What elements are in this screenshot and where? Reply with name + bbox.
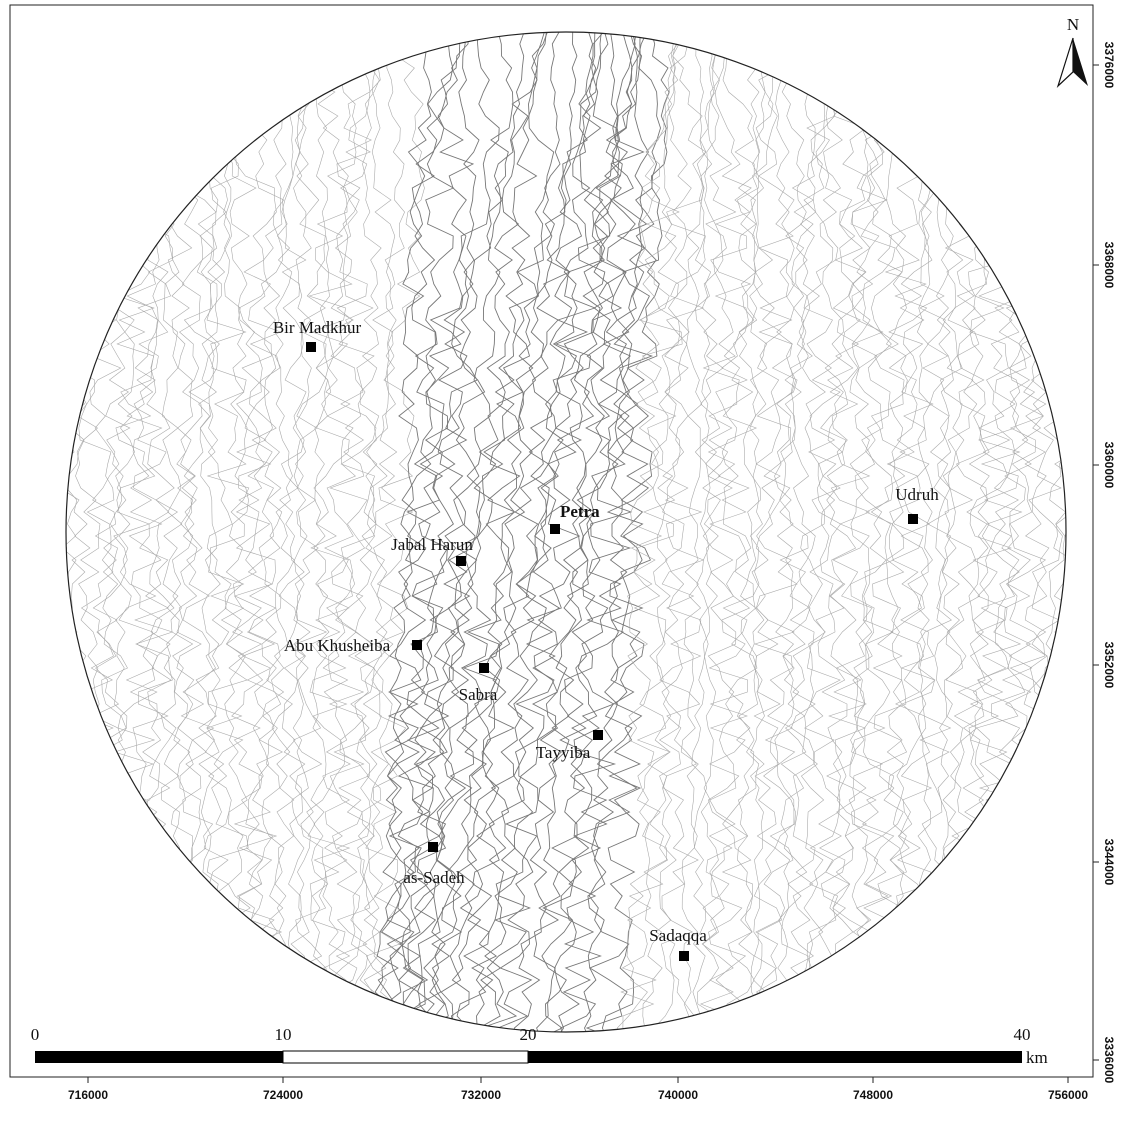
site-label: Tayyiba bbox=[536, 743, 591, 762]
north-label: N bbox=[1067, 15, 1079, 34]
site-label: Jabal Harun bbox=[391, 535, 473, 554]
scale-label: 40 bbox=[1014, 1025, 1031, 1044]
x-tick-label: 756000 bbox=[1048, 1088, 1088, 1102]
site-marker bbox=[412, 640, 422, 650]
scale-label: 20 bbox=[520, 1025, 537, 1044]
site-marker bbox=[456, 556, 466, 566]
page: N km Bir Madkhur Udruh Petra Jabal Harun Abu… bbox=[0, 0, 1131, 1131]
y-tick-label: 3376000 bbox=[1102, 42, 1116, 89]
site-label: Udruh bbox=[895, 485, 939, 504]
x-tick-label: 732000 bbox=[461, 1088, 501, 1102]
y-tick-label: 3352000 bbox=[1102, 642, 1116, 689]
site-label: Bir Madkhur bbox=[273, 318, 362, 337]
site-marker bbox=[306, 342, 316, 352]
scale-unit: km bbox=[1026, 1048, 1048, 1067]
site-marker bbox=[428, 842, 438, 852]
y-tick-label: 3344000 bbox=[1102, 839, 1116, 886]
site-marker bbox=[593, 730, 603, 740]
site-label: Abu Khusheiba bbox=[284, 636, 391, 655]
site-label: as-Sadeh bbox=[403, 868, 465, 887]
site-label: Sabra bbox=[459, 685, 498, 704]
scale-label: 0 bbox=[31, 1025, 40, 1044]
x-tick-label: 716000 bbox=[68, 1088, 108, 1102]
scale-segment bbox=[283, 1051, 528, 1063]
map: N km Bir Madkhur Udruh Petra Jabal Harun Abu… bbox=[0, 0, 1131, 1131]
scale-segment bbox=[35, 1051, 283, 1063]
scale-label: 10 bbox=[275, 1025, 292, 1044]
x-tick-label: 748000 bbox=[853, 1088, 893, 1102]
site-label: Sadaqqa bbox=[649, 926, 707, 945]
site-marker bbox=[550, 524, 560, 534]
x-tick-label: 740000 bbox=[658, 1088, 698, 1102]
site-marker bbox=[479, 663, 489, 673]
x-tick-label: 724000 bbox=[263, 1088, 303, 1102]
site-label: Petra bbox=[560, 502, 600, 521]
site-marker bbox=[679, 951, 689, 961]
y-tick-label: 3336000 bbox=[1102, 1037, 1116, 1084]
y-tick-label: 3360000 bbox=[1102, 442, 1116, 489]
site-marker bbox=[908, 514, 918, 524]
scale-segment bbox=[528, 1051, 1022, 1063]
y-tick-label: 3368000 bbox=[1102, 242, 1116, 289]
